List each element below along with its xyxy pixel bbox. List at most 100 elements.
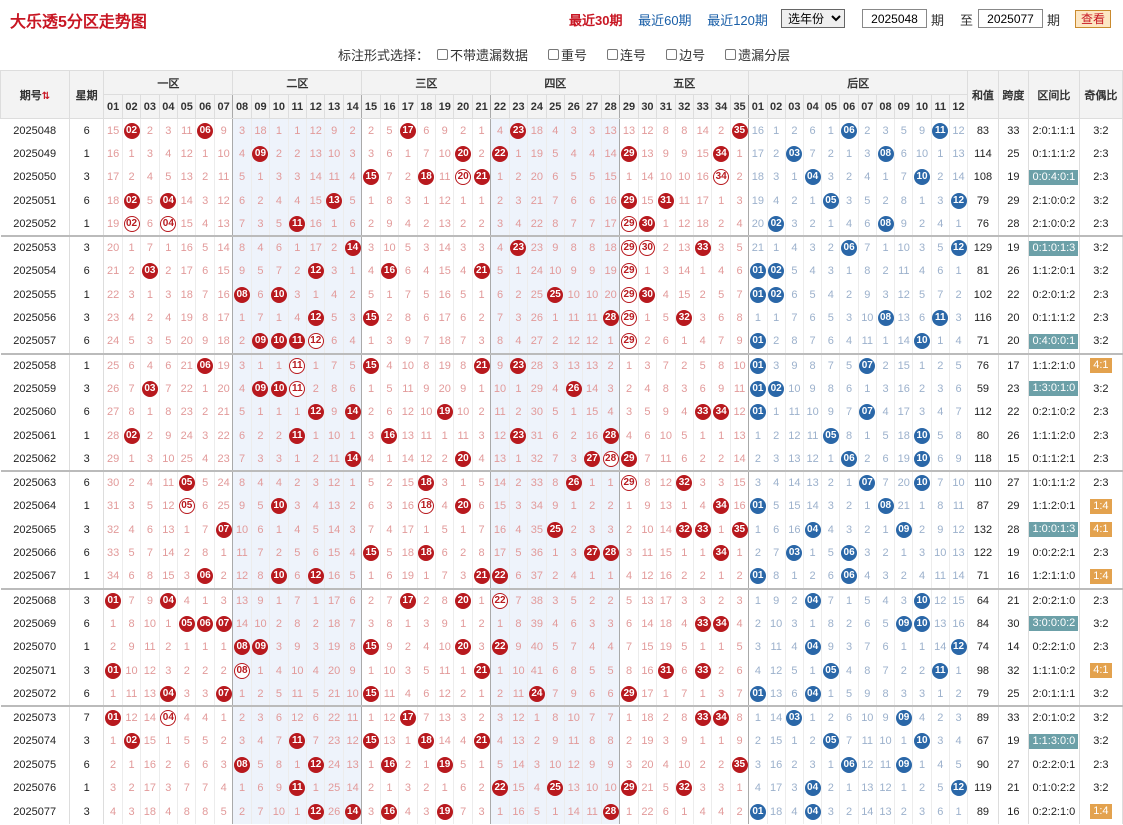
back-cell-10: 10: [912, 470, 932, 495]
front-cell-04: 8: [159, 400, 179, 424]
front-cell-16: 8: [380, 189, 400, 213]
back-cell-04: 9: [803, 377, 823, 401]
front-cell-31: 3: [656, 729, 676, 753]
checkbox-icon[interactable]: [725, 49, 737, 60]
front-cell-25: 6: [546, 424, 566, 448]
front-cell-08: 08: [232, 753, 252, 777]
option-edge[interactable]: 边号: [658, 45, 705, 64]
front-cell-17: 17: [398, 518, 418, 542]
back-cell-03: 4: [785, 800, 805, 824]
front-cell-30: 15: [638, 635, 658, 659]
front-cell-01: 1: [103, 729, 123, 753]
front-cell-03: 8: [140, 565, 160, 589]
query-button[interactable]: 查看: [1075, 10, 1111, 28]
front-cell-03: 2: [140, 118, 160, 142]
front-cell-16: 3: [380, 330, 400, 354]
front-cell-30: 9: [638, 494, 658, 518]
blue-ball: 04: [804, 592, 821, 609]
front-cell-03: 12: [140, 659, 160, 683]
front-cell-21: 2: [472, 612, 492, 636]
back-cell-08: 08: [876, 212, 896, 236]
front-cell-10: 2: [269, 142, 289, 166]
back-cell-07: 10: [858, 705, 877, 730]
blue-ball: 10: [914, 333, 931, 350]
front-cell-22: 2: [490, 189, 510, 213]
checkbox-icon[interactable]: [607, 49, 619, 60]
option-consecutive[interactable]: 连号: [599, 45, 646, 64]
back-cell-05: 1: [821, 753, 841, 777]
sort-icon[interactable]: ⇅: [41, 90, 51, 102]
front-cell-19: 12: [435, 189, 455, 213]
front-cell-12: 16: [306, 212, 326, 236]
range-to-input[interactable]: [978, 9, 1043, 28]
front-cell-02: 12: [122, 705, 142, 730]
front-cell-20: 3: [453, 705, 473, 730]
week-cell: 3: [69, 235, 105, 260]
back-cell-06: 6: [839, 377, 859, 401]
back-cell-04: 1: [803, 659, 823, 683]
front-number-header: 34: [711, 94, 731, 119]
front-cell-34: 5: [711, 283, 731, 307]
red-ball: 17: [399, 710, 416, 727]
front-cell-23: 15: [509, 776, 529, 800]
front-cell-01: 32: [103, 518, 123, 542]
front-cell-01: 1: [103, 612, 123, 636]
back-cell-03: 8: [785, 330, 805, 354]
front-cell-24: 39: [527, 612, 547, 636]
issue-header[interactable]: 期号⇅: [0, 70, 70, 119]
front-cell-12: 3: [306, 635, 326, 659]
option-no-omission[interactable]: 不带遗漏数据: [429, 45, 528, 64]
nav-recent-30[interactable]: 最近30期: [569, 13, 623, 28]
front-cell-06: 3: [195, 424, 215, 448]
back-cell-01: 21: [748, 235, 768, 260]
issue-cell: 2025073: [0, 705, 70, 730]
front-cell-01: 20: [103, 235, 123, 260]
front-cell-35: 7: [730, 682, 750, 706]
back-cell-03: 03: [785, 142, 805, 166]
back-cell-09: 09: [894, 753, 914, 777]
front-cell-33: 3: [693, 306, 713, 330]
span-cell: 19: [998, 541, 1030, 565]
front-cell-08: 6: [232, 189, 252, 213]
option-repeat[interactable]: 重号: [540, 45, 587, 64]
back-cell-08: 13: [876, 800, 896, 824]
front-cell-15: 15: [361, 352, 381, 377]
option-layered[interactable]: 遗漏分层: [717, 45, 790, 64]
sum-cell: 84: [967, 612, 999, 636]
year-select[interactable]: 选年份: [781, 9, 845, 28]
front-cell-20: 2: [453, 212, 473, 236]
front-cell-09: 6: [251, 776, 271, 800]
front-cell-31: 9: [656, 142, 676, 166]
front-cell-19: 1: [435, 424, 455, 448]
back-cell-08: 11: [876, 753, 896, 777]
front-cell-29: 8: [619, 659, 639, 683]
front-cell-17: 14: [398, 447, 418, 471]
back-cell-07: 07: [858, 470, 877, 495]
range-from-input[interactable]: [862, 9, 927, 28]
front-cell-12: 4: [306, 494, 326, 518]
checkbox-icon[interactable]: [548, 49, 560, 60]
red-ball: 21: [473, 568, 490, 585]
front-cell-26: 11: [564, 306, 584, 330]
front-cell-21: 1: [472, 753, 492, 777]
nav-recent-60[interactable]: 最近60期: [638, 13, 692, 28]
back-cell-07: 10: [858, 306, 877, 330]
nav-recent-120[interactable]: 最近120期: [707, 13, 768, 28]
zone-ratio-cell: 2:1:0:0:2: [1028, 189, 1080, 213]
front-cell-14: 2: [343, 283, 363, 307]
front-cell-28: 2: [601, 352, 621, 377]
checkbox-icon[interactable]: [437, 49, 449, 60]
front-cell-20: 2: [453, 118, 473, 142]
checkbox-icon[interactable]: [666, 49, 678, 60]
zone-ratio-value: 1:1:2:0:1: [1032, 500, 1076, 513]
front-cell-31: 1: [656, 682, 676, 706]
front-cell-26: 26: [564, 377, 584, 401]
back-cell-09: 18: [894, 424, 914, 448]
back-cell-02: 10: [767, 612, 786, 636]
front-cell-26: 7: [564, 212, 584, 236]
front-cell-09: 6: [251, 518, 271, 542]
blue-ball: 01: [749, 333, 766, 350]
red-ball: 04: [160, 215, 177, 232]
front-cell-20: 2: [453, 541, 473, 565]
front-cell-12: 1: [306, 776, 326, 800]
